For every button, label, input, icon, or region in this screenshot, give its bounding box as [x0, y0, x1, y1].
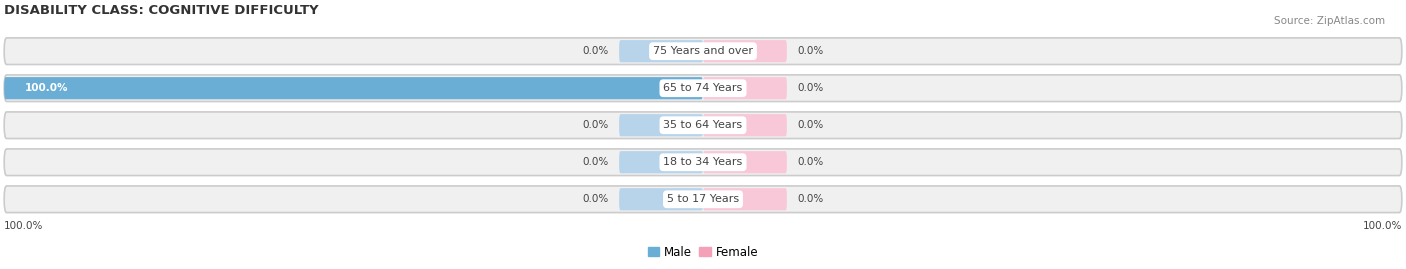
FancyBboxPatch shape: [703, 188, 787, 210]
FancyBboxPatch shape: [619, 114, 703, 136]
Text: 0.0%: 0.0%: [797, 46, 824, 56]
Text: 100.0%: 100.0%: [1362, 221, 1402, 231]
FancyBboxPatch shape: [619, 188, 703, 210]
FancyBboxPatch shape: [703, 40, 787, 62]
FancyBboxPatch shape: [703, 114, 787, 136]
Text: 0.0%: 0.0%: [797, 120, 824, 130]
Text: 0.0%: 0.0%: [797, 194, 824, 204]
Text: 18 to 34 Years: 18 to 34 Years: [664, 157, 742, 167]
FancyBboxPatch shape: [619, 151, 703, 173]
Text: 0.0%: 0.0%: [582, 194, 609, 204]
FancyBboxPatch shape: [619, 40, 703, 62]
Text: 0.0%: 0.0%: [797, 83, 824, 93]
Legend: Male, Female: Male, Female: [643, 241, 763, 263]
Text: 100.0%: 100.0%: [4, 221, 44, 231]
FancyBboxPatch shape: [4, 112, 1402, 139]
Text: 0.0%: 0.0%: [797, 157, 824, 167]
FancyBboxPatch shape: [4, 75, 1402, 101]
FancyBboxPatch shape: [4, 186, 1402, 213]
Text: 75 Years and over: 75 Years and over: [652, 46, 754, 56]
Text: 0.0%: 0.0%: [582, 46, 609, 56]
Text: Source: ZipAtlas.com: Source: ZipAtlas.com: [1274, 16, 1385, 26]
FancyBboxPatch shape: [4, 38, 1402, 65]
FancyBboxPatch shape: [4, 77, 703, 99]
Text: 0.0%: 0.0%: [582, 120, 609, 130]
Text: 5 to 17 Years: 5 to 17 Years: [666, 194, 740, 204]
Text: 65 to 74 Years: 65 to 74 Years: [664, 83, 742, 93]
FancyBboxPatch shape: [4, 149, 1402, 176]
Text: DISABILITY CLASS: COGNITIVE DIFFICULTY: DISABILITY CLASS: COGNITIVE DIFFICULTY: [4, 4, 319, 17]
FancyBboxPatch shape: [703, 151, 787, 173]
FancyBboxPatch shape: [703, 77, 787, 99]
Text: 0.0%: 0.0%: [582, 157, 609, 167]
Text: 100.0%: 100.0%: [25, 83, 69, 93]
Text: 35 to 64 Years: 35 to 64 Years: [664, 120, 742, 130]
